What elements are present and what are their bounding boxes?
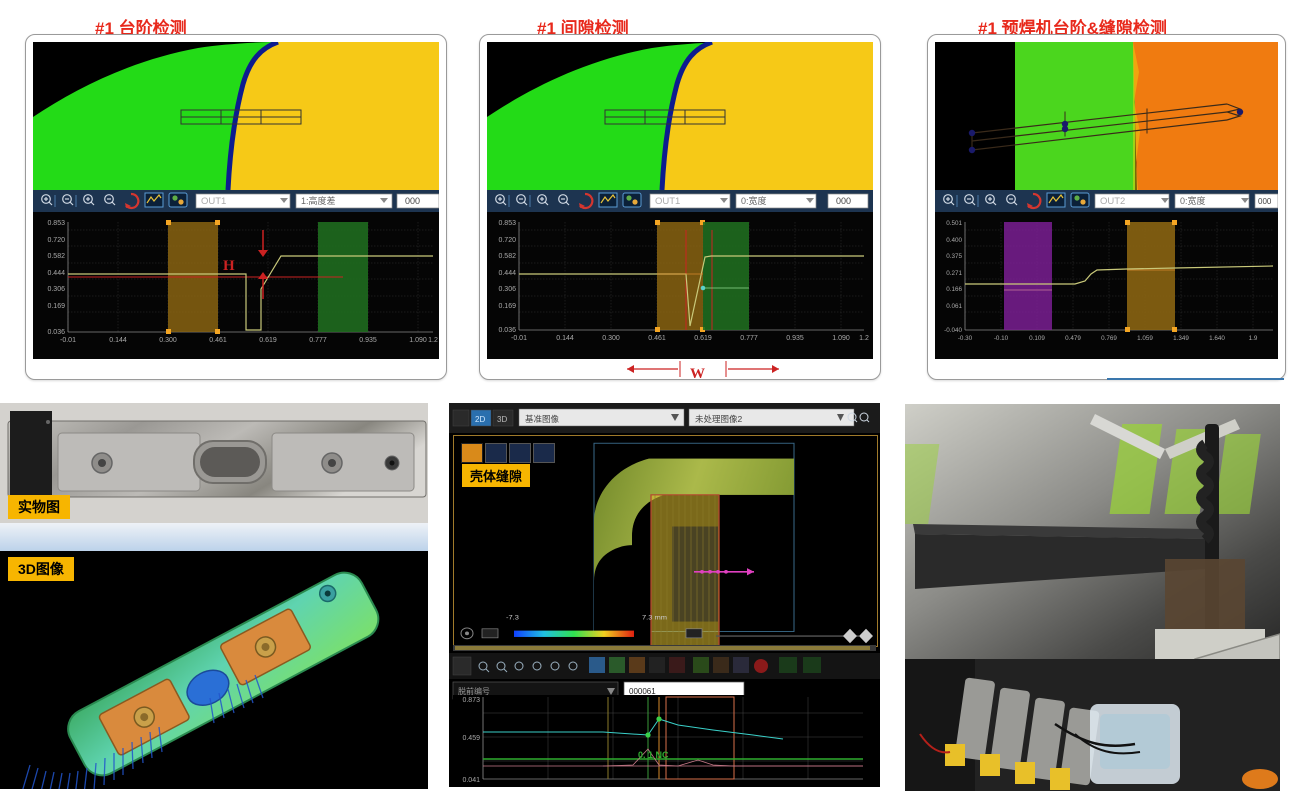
svg-text:0.479: 0.479 [1065, 335, 1081, 342]
svg-text:1.090: 1.090 [409, 337, 427, 344]
svg-text:0.144: 0.144 [556, 335, 574, 342]
svg-text:2D: 2D [475, 415, 485, 424]
svg-text:-0.30: -0.30 [958, 335, 973, 342]
svg-text:未处理图像2: 未处理图像2 [695, 414, 743, 424]
svg-text:1.2: 1.2 [859, 335, 869, 342]
svg-text:0.619: 0.619 [259, 337, 277, 344]
svg-text:0.169: 0.169 [498, 303, 516, 310]
svg-text:0.459: 0.459 [462, 735, 480, 742]
svg-text:0.300: 0.300 [159, 337, 177, 344]
svg-text:OUT1: OUT1 [201, 196, 226, 207]
svg-text:-0.040: -0.040 [944, 327, 962, 334]
svg-text:0.777: 0.777 [740, 335, 758, 342]
svg-text:000: 000 [405, 196, 420, 206]
svg-text:0.935: 0.935 [359, 337, 377, 344]
svg-text:000: 000 [1258, 197, 1272, 206]
svg-text:0.306: 0.306 [498, 286, 516, 293]
svg-text:W: W [690, 366, 705, 380]
svg-text:0.461: 0.461 [648, 335, 666, 342]
svg-text:0.582: 0.582 [498, 253, 516, 260]
svg-text:-0.01: -0.01 [60, 337, 76, 344]
svg-text:-7.3: -7.3 [506, 614, 519, 622]
svg-text:0.769: 0.769 [1101, 335, 1117, 342]
svg-text:H: H [223, 258, 235, 274]
svg-text:0.777: 0.777 [309, 337, 327, 344]
svg-text:0.461: 0.461 [209, 337, 227, 344]
svg-text:0.873: 0.873 [462, 697, 480, 704]
svg-text:0.300: 0.300 [602, 335, 620, 342]
svg-text:0.501: 0.501 [946, 220, 962, 227]
svg-text:0.720: 0.720 [498, 237, 516, 244]
svg-text:0.400: 0.400 [946, 237, 962, 244]
svg-text:0.582: 0.582 [47, 253, 65, 260]
svg-text:0.166: 0.166 [946, 286, 962, 293]
svg-text:0:宽度: 0:宽度 [741, 195, 767, 206]
svg-text:1.640: 1.640 [1209, 335, 1225, 342]
svg-text:0.306: 0.306 [47, 286, 65, 293]
svg-text:-0.01: -0.01 [511, 335, 527, 342]
svg-text:OUT2: OUT2 [1100, 196, 1125, 207]
svg-text:0.619: 0.619 [694, 335, 712, 342]
svg-text:0.375: 0.375 [946, 253, 962, 260]
svg-text:0.169: 0.169 [47, 303, 65, 310]
svg-text:-0.10: -0.10 [994, 335, 1009, 342]
svg-text:0.036: 0.036 [498, 327, 516, 334]
svg-text:0.444: 0.444 [498, 270, 516, 277]
svg-text:0.036: 0.036 [47, 329, 65, 336]
svg-text:0.720: 0.720 [47, 237, 65, 244]
svg-text:0.144: 0.144 [109, 337, 127, 344]
svg-text:1.090: 1.090 [832, 335, 850, 342]
svg-text:基准图像: 基准图像 [525, 414, 560, 424]
svg-text:0.041: 0.041 [462, 777, 480, 784]
svg-text:000: 000 [836, 196, 851, 206]
svg-text:0.061: 0.061 [946, 303, 962, 310]
svg-text:1:高度差: 1:高度差 [301, 195, 336, 206]
svg-text:OUT1: OUT1 [655, 196, 680, 207]
svg-text:1.349: 1.349 [1173, 335, 1189, 342]
svg-text:0.109: 0.109 [1029, 335, 1045, 342]
svg-text:1.9: 1.9 [1249, 335, 1258, 342]
svg-text:3D: 3D [497, 415, 507, 424]
svg-text:0.935: 0.935 [786, 335, 804, 342]
svg-text:0.853: 0.853 [47, 220, 65, 227]
svg-text:0.444: 0.444 [47, 270, 65, 277]
svg-text:0.853: 0.853 [498, 220, 516, 227]
svg-text:1.2: 1.2 [428, 337, 438, 344]
svg-text:0:宽度: 0:宽度 [1180, 195, 1206, 206]
svg-text:0. 1 NC: 0. 1 NC [638, 750, 669, 760]
svg-text:0.271: 0.271 [946, 270, 962, 277]
svg-text:1.059: 1.059 [1137, 335, 1153, 342]
svg-text:7.3 mm: 7.3 mm [642, 614, 667, 622]
